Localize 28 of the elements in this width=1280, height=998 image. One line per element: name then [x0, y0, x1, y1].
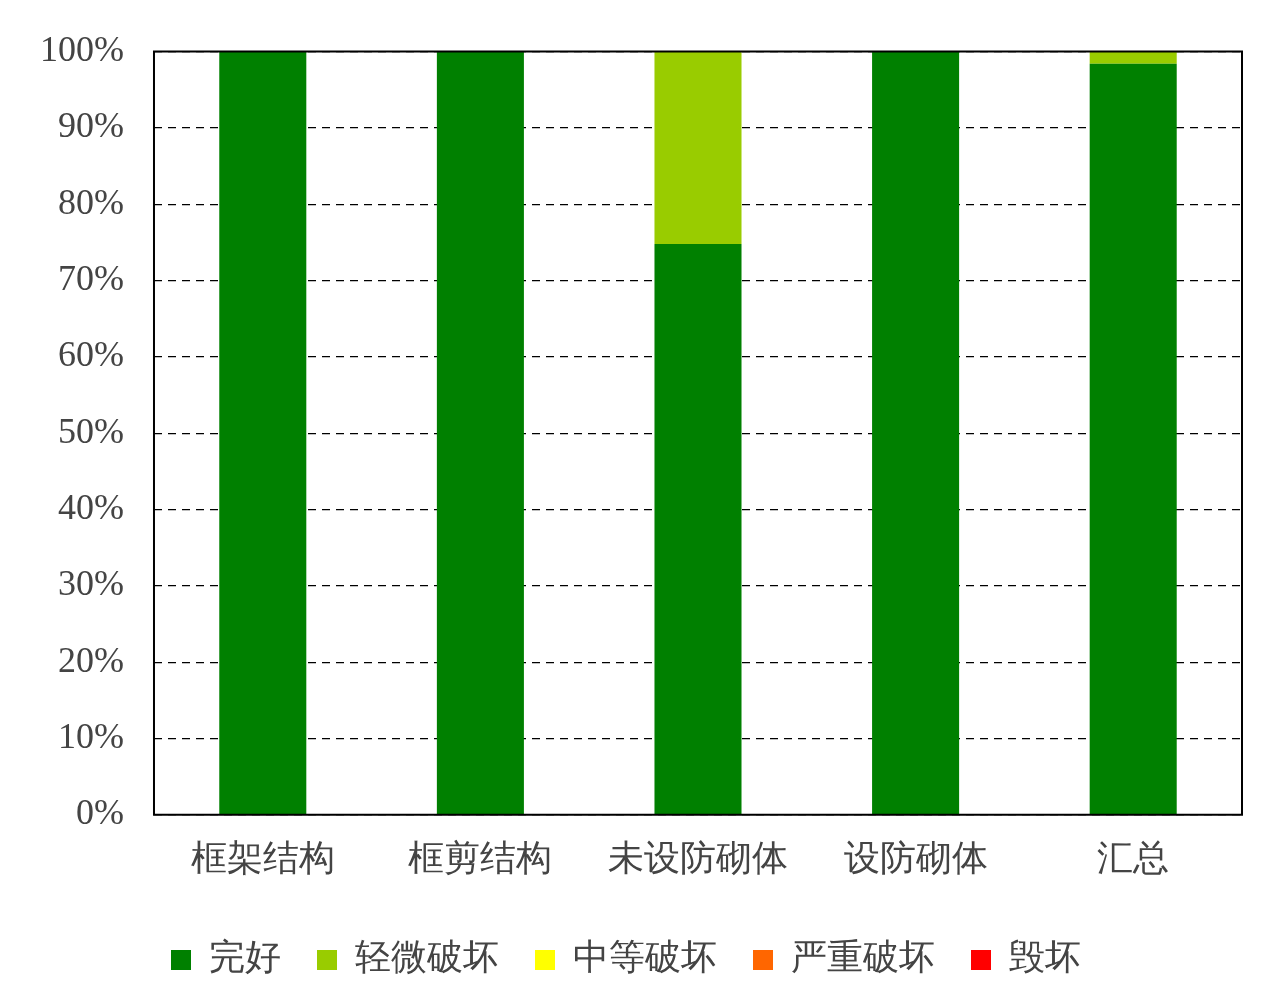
x-tick-label: 框架结构 [190, 837, 335, 878]
bar [1089, 51, 1177, 64]
y-tick-label: 50% [57, 410, 124, 451]
bar [436, 51, 524, 815]
y-tick-label: 0% [75, 792, 124, 833]
bar [219, 51, 307, 815]
x-tick-label: 框剪结构 [408, 837, 553, 878]
legend-label: 完好 [209, 937, 281, 978]
x-tick-label: 设防砌体 [843, 837, 988, 878]
bar [872, 51, 960, 815]
y-tick-label: 20% [57, 639, 124, 680]
y-tick-label: 10% [57, 715, 124, 756]
bar [1089, 63, 1177, 815]
y-tick-label: 40% [57, 486, 124, 527]
y-tick-label: 90% [57, 105, 124, 146]
y-tick-label: 60% [57, 334, 124, 375]
legend-label: 严重破坏 [791, 937, 935, 978]
legend-label: 轻微破坏 [355, 937, 499, 978]
bar [654, 51, 742, 244]
legend-label: 毁坏 [1009, 937, 1081, 978]
legend-label: 中等破坏 [573, 937, 717, 978]
y-tick-label: 70% [57, 258, 124, 299]
x-tick-label: 汇总 [1097, 837, 1170, 878]
y-tick-label: 100% [39, 29, 124, 70]
y-tick-label: 80% [57, 181, 124, 222]
y-tick-label: 30% [57, 563, 124, 604]
x-tick-label: 未设防砌体 [607, 837, 788, 878]
bar [654, 243, 742, 815]
